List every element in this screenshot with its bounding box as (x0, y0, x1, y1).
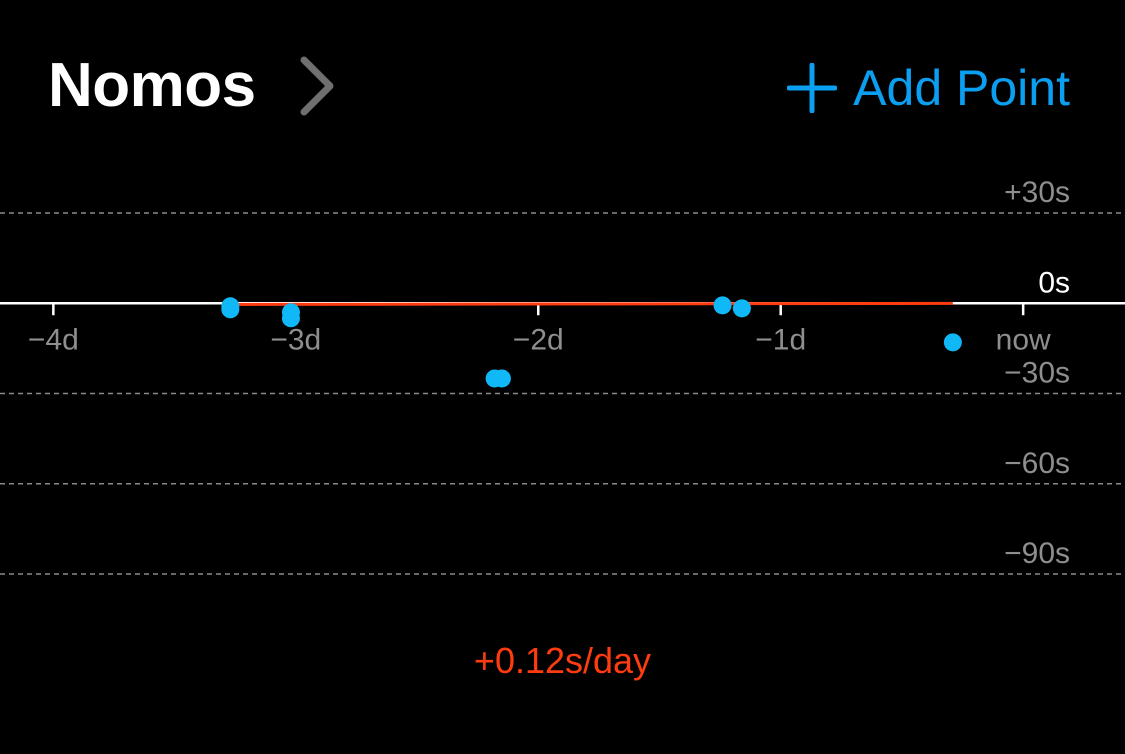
x-tick-label: −2d (513, 323, 564, 356)
trend-line (230, 301, 953, 306)
data-point[interactable] (492, 369, 511, 388)
rate-label: +0.12s/day (473, 640, 652, 681)
x-tick-label: −3d (270, 323, 321, 356)
add-point-label: Add Point (853, 60, 1070, 116)
trend-layer (230, 301, 953, 306)
data-point[interactable] (281, 309, 300, 328)
y-tick-label: +30s (1004, 176, 1070, 209)
watch-title-link[interactable]: Nomos (48, 50, 336, 122)
add-point-button[interactable]: Add Point (786, 56, 1070, 120)
y-tick-layer: +30s 0s −30s −60s −90s (1004, 176, 1070, 570)
x-tick-layer: −4d −3d −2d −1d now (28, 303, 1051, 356)
header-bar: Nomos Add Point (0, 0, 1125, 170)
chevron-right-icon (296, 54, 336, 118)
x-tick-label: now (996, 323, 1051, 356)
data-point[interactable] (221, 300, 240, 319)
page-title: Nomos (48, 51, 256, 120)
y-tick-label: −90s (1004, 537, 1070, 570)
y-tick-label: 0s (1038, 266, 1070, 299)
y-tick-label: −30s (1004, 357, 1070, 390)
grid-layer (0, 212, 1125, 575)
x-tick-label: −4d (28, 323, 79, 356)
x-tick-label: −1d (755, 323, 806, 356)
data-point[interactable] (732, 299, 751, 318)
plus-icon (786, 62, 838, 114)
data-point[interactable] (713, 296, 732, 315)
y-tick-label: −60s (1004, 447, 1070, 480)
data-point[interactable] (943, 333, 962, 352)
point-layer (221, 296, 962, 388)
